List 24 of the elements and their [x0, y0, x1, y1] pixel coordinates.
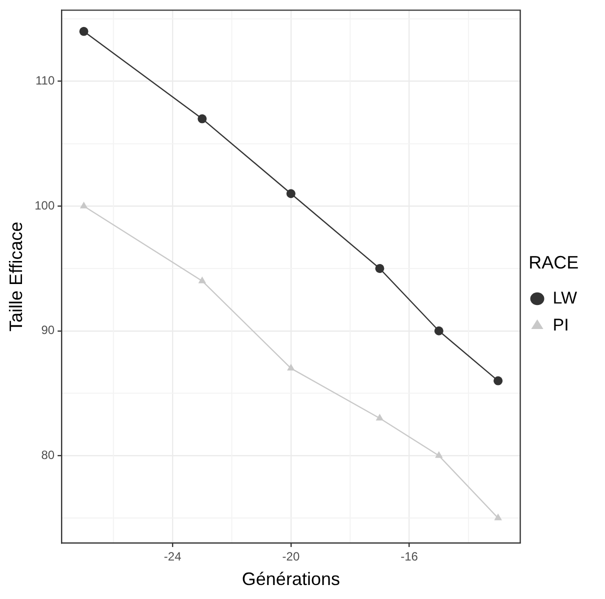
- point: [79, 26, 88, 36]
- point: [80, 202, 88, 208]
- point: [494, 376, 503, 386]
- point: [198, 276, 206, 284]
- x-tick-label: -24: [164, 550, 182, 564]
- y-axis-title: Taille Efficace: [6, 222, 26, 332]
- point: [376, 414, 384, 420]
- legend-title: RACE: [528, 252, 579, 273]
- x-axis-title: Générations: [242, 569, 340, 590]
- y-tick-label: 80: [41, 448, 55, 462]
- point: [198, 114, 207, 124]
- point: [287, 364, 295, 371]
- y-tick-label: 110: [35, 74, 55, 88]
- y-tick-label: 90: [41, 323, 55, 338]
- point: [494, 514, 502, 520]
- legend-label: PI: [552, 315, 569, 334]
- legend-label: LW: [552, 288, 578, 308]
- point: [375, 264, 384, 273]
- point: [434, 451, 443, 458]
- point: [286, 189, 296, 198]
- point: [434, 326, 444, 336]
- y-tick-label: 100: [34, 198, 55, 212]
- x-tick-label: -20: [282, 550, 300, 564]
- x-tick-label: -16: [400, 550, 418, 564]
